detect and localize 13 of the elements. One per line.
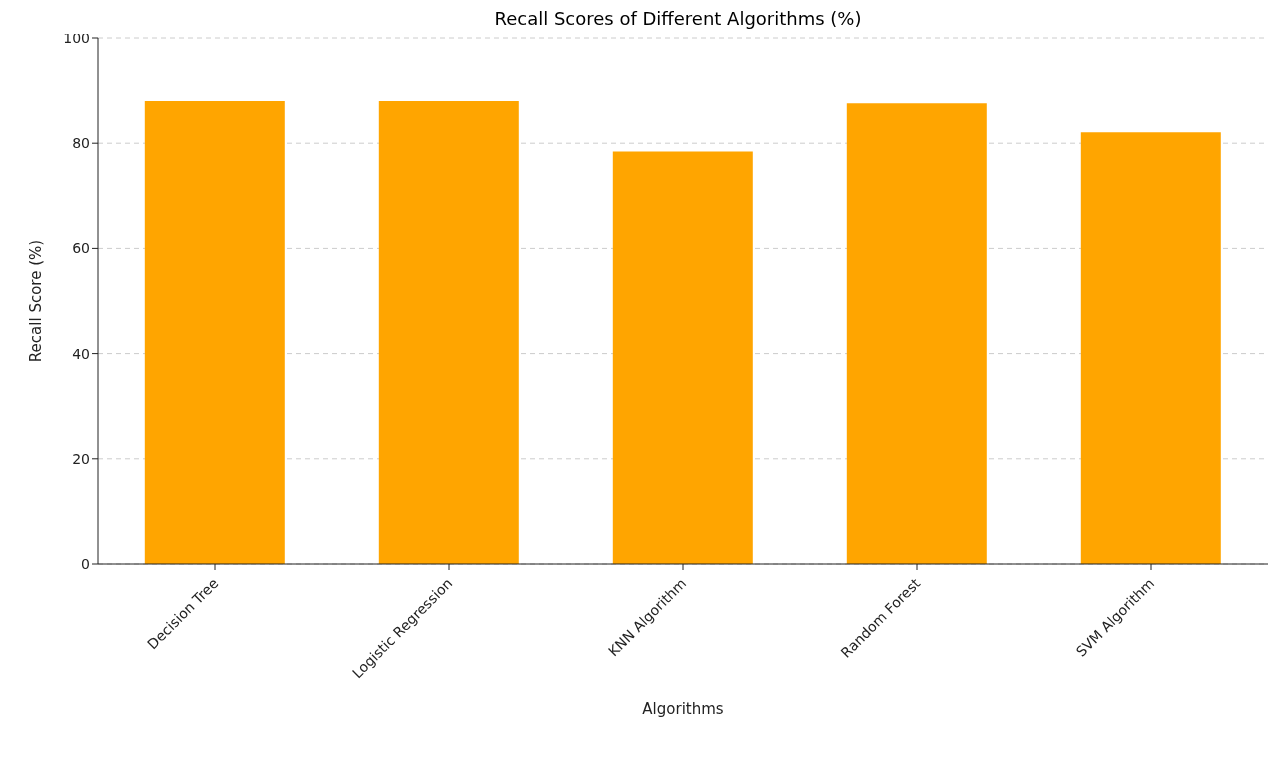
x-axis-title: Algorithms xyxy=(642,700,724,718)
y-tick-label: 0 xyxy=(81,555,90,572)
bar xyxy=(846,103,987,564)
bar xyxy=(612,151,753,564)
y-axis-title: Recall Score (%) xyxy=(27,239,46,363)
y-tick-label: 60 xyxy=(72,240,90,257)
chart-title: Recall Scores of Different Algorithms (%) xyxy=(494,8,862,29)
bar xyxy=(1080,132,1221,564)
bar xyxy=(144,101,285,564)
y-tick-label: 20 xyxy=(72,450,90,467)
y-tick-label: 40 xyxy=(72,345,90,362)
y-tick-label: 80 xyxy=(72,135,90,152)
bar xyxy=(378,101,519,564)
